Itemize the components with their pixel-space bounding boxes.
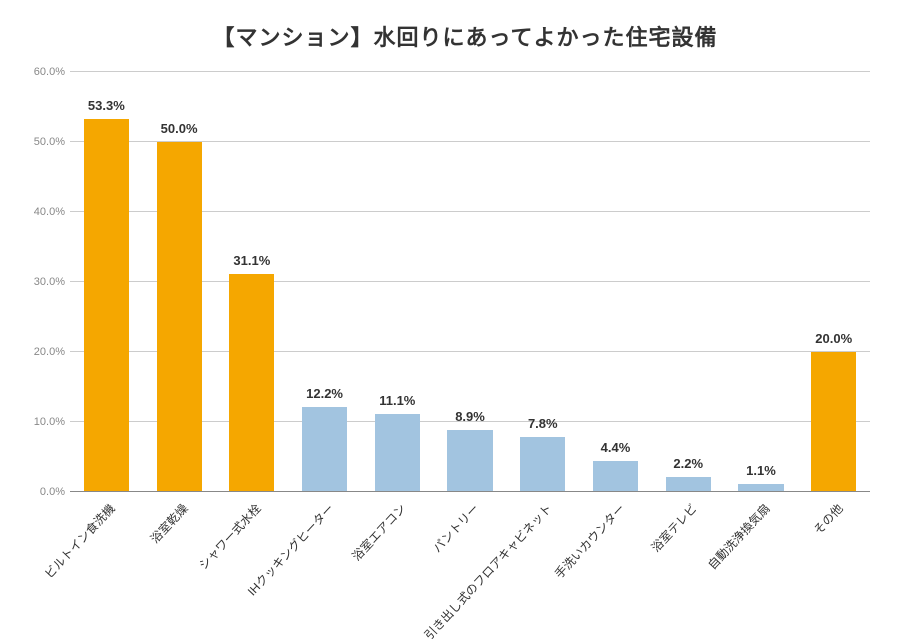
y-axis: 0.0%10.0%20.0%30.0%40.0%50.0%60.0% [20, 72, 70, 492]
bar [447, 430, 492, 492]
bar-group: 12.2% [288, 72, 361, 492]
bar-group: 11.1% [361, 72, 434, 492]
x-tick-label: パントリー [429, 500, 483, 556]
bar-group: 20.0% [797, 72, 870, 492]
x-tick-label: 浴室乾燥 [146, 500, 191, 547]
bar [593, 461, 638, 492]
y-tick-label: 50.0% [20, 136, 65, 148]
chart-container: 【マンション】水回りにあってよかった住宅設備 0.0%10.0%20.0%30.… [0, 0, 900, 639]
x-label-wrap: ビルトイン食洗機 [70, 492, 143, 622]
bar [229, 274, 274, 492]
bar-value-label: 12.2% [306, 386, 343, 401]
y-tick-label: 0.0% [20, 486, 65, 498]
chart-title: 【マンション】水回りにあってよかった住宅設備 [60, 20, 870, 52]
x-tick-label: ビルトイン食洗機 [41, 500, 119, 582]
bar-value-label: 2.2% [673, 456, 703, 471]
y-tick-label: 10.0% [20, 416, 65, 428]
bar [84, 119, 129, 492]
x-label-wrap: IHクッキングヒーター [288, 492, 361, 622]
bar [302, 407, 347, 492]
x-label-wrap: 浴室エアコン [361, 492, 434, 622]
bar-group: 2.2% [652, 72, 725, 492]
x-label-wrap: 自動洗浄換気扇 [725, 492, 798, 622]
bar-group: 31.1% [215, 72, 288, 492]
bar-group: 50.0% [143, 72, 216, 492]
plot-area: 0.0%10.0%20.0%30.0%40.0%50.0%60.0% 53.3%… [70, 72, 870, 492]
bar [666, 477, 711, 492]
bar-group: 1.1% [725, 72, 798, 492]
bar-value-label: 53.3% [88, 98, 125, 113]
bar-group: 7.8% [506, 72, 579, 492]
bar-group: 53.3% [70, 72, 143, 492]
bar-value-label: 11.1% [379, 393, 415, 408]
bar-value-label: 4.4% [601, 440, 631, 455]
x-label-wrap: その他 [797, 492, 870, 622]
bar-value-label: 8.9% [455, 409, 485, 424]
x-tick-label: 浴室テレビ [647, 500, 700, 555]
bar [811, 352, 856, 492]
bar-group: 4.4% [579, 72, 652, 492]
bar [520, 437, 565, 492]
y-tick-label: 20.0% [20, 346, 65, 358]
bar-value-label: 20.0% [815, 331, 852, 346]
bar-value-label: 31.1% [233, 253, 270, 268]
bar-value-label: 1.1% [746, 463, 776, 478]
x-label-wrap: 手洗いカウンター [579, 492, 652, 622]
bars: 53.3% 50.0% 31.1% 12.2% 11.1% 8.9% 7.8% 4.4% 2.2… [70, 72, 870, 492]
bar-value-label: 50.0% [161, 121, 198, 136]
bar [375, 414, 420, 492]
bar-group: 8.9% [434, 72, 507, 492]
bar [157, 142, 202, 492]
x-axis-labels: ビルトイン食洗機浴室乾燥シャワー式水栓IHクッキングヒーター浴室エアコンパントリ… [70, 492, 870, 622]
x-tick-label: その他 [809, 500, 846, 538]
y-tick-label: 60.0% [20, 66, 65, 78]
y-tick-label: 30.0% [20, 276, 65, 288]
y-tick-label: 40.0% [20, 206, 65, 218]
bar-value-label: 7.8% [528, 416, 558, 431]
